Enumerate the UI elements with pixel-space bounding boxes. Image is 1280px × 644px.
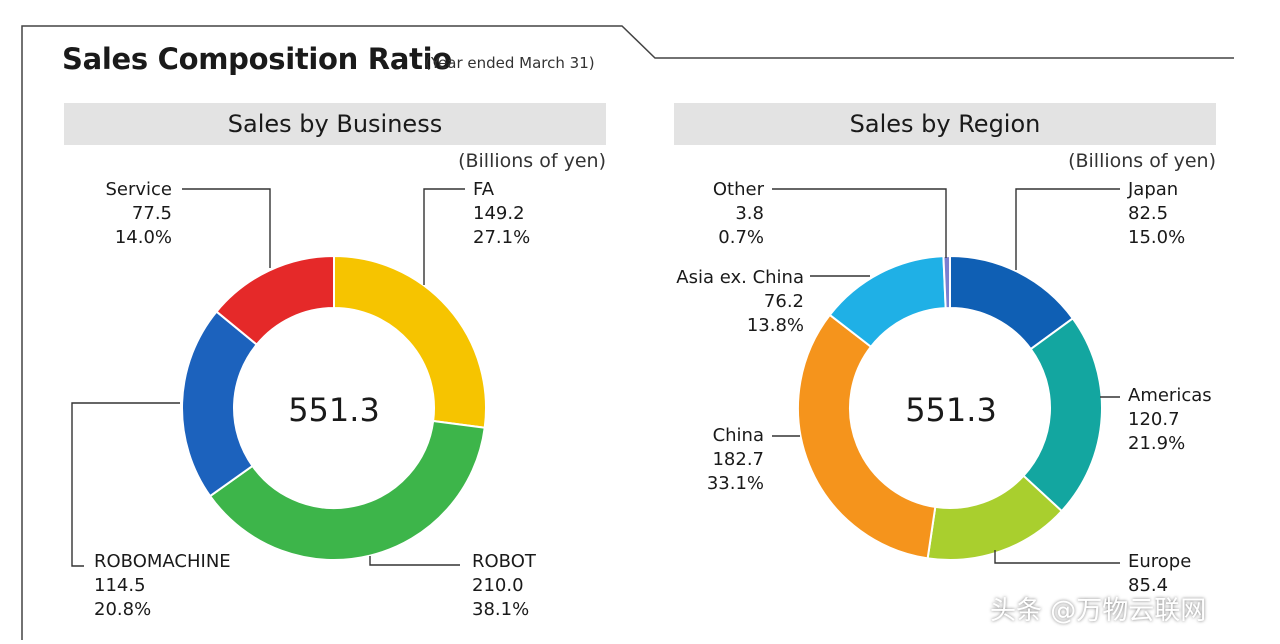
label-robot-value: 210.0 [472, 575, 524, 596]
label-europe-value: 85.4 [1128, 575, 1169, 596]
watermark-text: 头条 @万物云联网 [990, 596, 1207, 626]
leader-line-other [772, 188, 947, 258]
business-total-value: 551.3 [288, 391, 380, 429]
label-europe: Europe 85.4 [1128, 550, 1191, 598]
page-subtitle: (Year ended March 31) [425, 54, 595, 72]
label-americas-name: Americas [1128, 385, 1212, 406]
label-fa: FA 149.2 27.1% [473, 178, 530, 250]
region-units-label: (Billions of yen) [1068, 150, 1216, 172]
label-americas-value: 120.7 [1128, 409, 1180, 430]
label-service-percent: 14.0% [114, 227, 172, 248]
label-robomachine-percent: 20.8% [94, 599, 152, 620]
leader-line-service [182, 188, 271, 268]
business-donut [181, 254, 487, 561]
label-service: Service 77.5 14.0% [96, 178, 172, 250]
label-china-value: 182.7 [712, 449, 764, 470]
region-total-value: 551.3 [905, 391, 997, 429]
slice-china [797, 313, 937, 560]
page-title: Sales Composition Ratio [62, 42, 452, 76]
leader-line-japan [1015, 188, 1120, 270]
slice-other [942, 254, 951, 310]
label-japan-value: 82.5 [1128, 203, 1169, 224]
label-asia-ex-china: Asia ex. China 76.2 13.8% [640, 266, 804, 338]
label-japan: Japan 82.5 15.0% [1128, 178, 1185, 250]
label-europe-name: Europe [1128, 551, 1192, 572]
region-donut [797, 254, 1103, 561]
label-other-value: 3.8 [735, 203, 764, 224]
label-asia-name: Asia ex. China [676, 267, 804, 288]
label-japan-name: Japan [1128, 179, 1179, 200]
leader-line-fa [423, 188, 465, 285]
label-china-percent: 33.1% [706, 473, 764, 494]
label-japan-percent: 15.0% [1128, 227, 1186, 248]
label-service-name: Service [105, 179, 172, 200]
label-other-name: Other [712, 179, 764, 200]
business-units-label: (Billions of yen) [458, 150, 606, 172]
business-chart-header: Sales by Business [64, 103, 606, 145]
label-robomachine-name: ROBOMACHINE [94, 551, 231, 572]
leader-line-robomachine [71, 402, 180, 567]
label-americas: Americas 120.7 21.9% [1128, 384, 1212, 456]
slice-fa [333, 254, 487, 429]
slice-americas [1022, 316, 1103, 513]
label-robot-name: ROBOT [472, 551, 536, 572]
slice-robomachine [181, 310, 259, 498]
label-robot: ROBOT 210.0 38.1% [472, 550, 536, 622]
label-robot-percent: 38.1% [472, 599, 530, 620]
label-other: Other 3.8 0.7% [660, 178, 764, 250]
label-china: China 182.7 33.1% [680, 424, 764, 496]
label-americas-percent: 21.9% [1128, 433, 1186, 454]
leader-line-europe [994, 550, 1120, 564]
slice-service [215, 254, 335, 346]
label-china-name: China [712, 425, 764, 446]
leader-line-robot [369, 556, 460, 566]
label-asia-value: 76.2 [763, 291, 804, 312]
leader-lines [71, 188, 1120, 567]
label-fa-percent: 27.1% [473, 227, 531, 248]
slice-robot [208, 419, 486, 561]
label-robomachine-value: 114.5 [94, 575, 146, 596]
label-fa-value: 149.2 [473, 203, 525, 224]
label-robomachine: ROBOMACHINE 114.5 20.8% [94, 550, 231, 622]
region-chart-header: Sales by Region [674, 103, 1216, 145]
label-asia-percent: 13.8% [746, 315, 804, 336]
label-service-value: 77.5 [131, 203, 172, 224]
label-other-percent: 0.7% [718, 227, 764, 248]
label-fa-name: FA [473, 179, 495, 200]
